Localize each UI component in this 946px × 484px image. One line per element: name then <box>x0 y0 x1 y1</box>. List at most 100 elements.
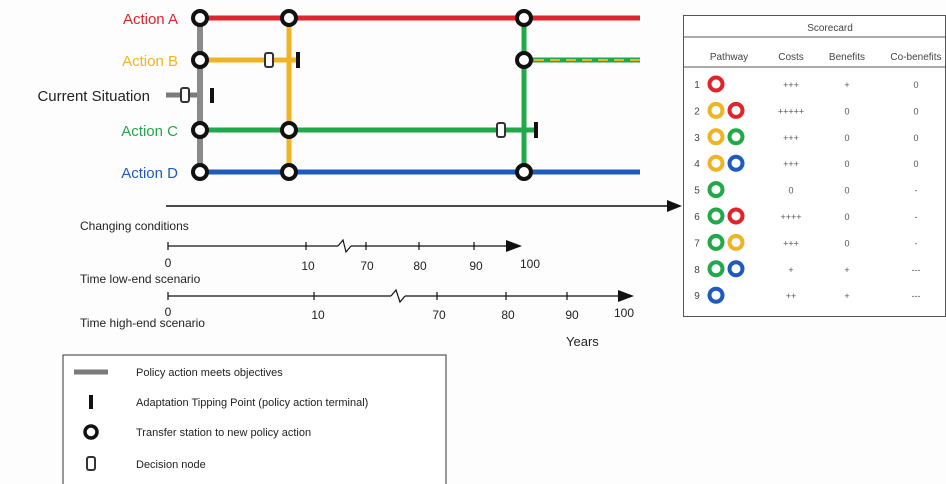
benefits-value: 0 <box>844 186 849 196</box>
low-tick-0: 0 <box>165 256 172 270</box>
high-tick-2: 70 <box>432 308 446 322</box>
costs-value: + <box>788 265 793 275</box>
station-a-0 <box>191 9 209 27</box>
costs-value: +++ <box>783 133 799 143</box>
header-costs: Costs <box>778 52 804 63</box>
header-co-benefits: Co-benefits <box>890 52 941 63</box>
benefits-value: + <box>844 265 849 275</box>
station-b-1 <box>515 51 533 69</box>
pathway-ring-red <box>727 101 745 119</box>
co-benefits-value: - <box>915 212 918 222</box>
benefits-value: + <box>844 291 849 301</box>
pathway-ring-green <box>707 260 725 278</box>
legend-box <box>62 354 447 484</box>
high-axis-ticks: 0 10 70 80 90 100 <box>165 305 635 322</box>
low-axis <box>167 238 508 254</box>
pathway-ring-yellow <box>707 128 725 146</box>
high-axis <box>167 288 618 304</box>
low-tick-4: 90 <box>469 259 483 273</box>
costs-value: +++ <box>783 159 799 169</box>
co-benefits-value: --- <box>912 265 921 275</box>
legend-text-1: Adaptation Tipping Point (policy action … <box>136 397 368 409</box>
legend-texts: Policy action meets objectives Adaptatio… <box>136 367 368 471</box>
decision-node-current <box>180 87 190 103</box>
scorecard-row: 8 + + --- <box>694 260 921 278</box>
scorecard-row: 3 +++ 0 0 <box>694 128 919 146</box>
scorecard-rows: 1 +++ +02 +++++ 0 03 +++ 0 04 +++ 0 05 0 0 -6 ++++ 0 -7 ++… <box>694 75 921 304</box>
action-a-label: Action A <box>123 11 178 28</box>
benefits-value: 0 <box>844 159 849 169</box>
co-benefits-value: 0 <box>913 106 918 116</box>
pathway-ring-green <box>707 181 725 199</box>
station-d-0 <box>191 163 209 181</box>
header-pathway: Pathway <box>710 52 748 63</box>
low-axis-arrowhead <box>506 240 522 252</box>
high-tick-3: 80 <box>501 308 515 322</box>
pathway-number: 4 <box>694 159 700 170</box>
scorecard-row: 5 0 0 - <box>694 181 918 199</box>
station-b-0 <box>191 51 209 69</box>
current-situation-label: Current Situation <box>37 88 150 105</box>
costs-value: ++ <box>786 291 797 301</box>
co-benefits-value: 0 <box>913 133 918 143</box>
decision-node-b <box>264 52 274 68</box>
co-benefits-value: --- <box>912 291 921 301</box>
low-axis-ticks: 0 10 70 80 90 100 <box>165 256 541 273</box>
low-tick-1: 10 <box>301 259 315 273</box>
decision-node-c <box>496 122 506 138</box>
pathway-ring-yellow <box>707 154 725 172</box>
legend-text-2: Transfer station to new policy action <box>136 427 311 439</box>
pathway-ring-green <box>727 128 745 146</box>
station-c-1 <box>280 121 298 139</box>
legend-text-0: Policy action meets objectives <box>136 367 283 379</box>
legend-node-symbol <box>86 456 96 471</box>
station-a-2 <box>515 9 533 27</box>
co-benefits-value: 0 <box>913 159 918 169</box>
pathway-number: 8 <box>694 265 700 276</box>
pathway-number: 1 <box>694 80 700 91</box>
pathway-ring-green <box>707 207 725 225</box>
scorecard-row: 2 +++++ 0 0 <box>694 101 919 119</box>
station-d-2 <box>515 163 533 181</box>
co-benefits-value: - <box>915 238 918 248</box>
high-tick-0: 0 <box>165 305 172 319</box>
pathway-number: 3 <box>694 133 700 144</box>
pathway-number: 6 <box>694 212 700 223</box>
years-label: Years <box>566 334 599 349</box>
costs-value: 0 <box>788 186 793 196</box>
pathway-ring-blue <box>727 260 745 278</box>
low-tick-5: 100 <box>520 257 540 271</box>
scorecard-row: 4 +++ 0 0 <box>694 154 919 172</box>
high-tick-4: 90 <box>565 308 579 322</box>
header-benefits: Benefits <box>829 52 865 63</box>
pathway-ring-green <box>707 233 725 251</box>
co-benefits-value: 0 <box>913 80 918 90</box>
pathway-ring-red <box>707 75 725 93</box>
low-tick-2: 70 <box>360 259 374 273</box>
station-d-1 <box>280 163 298 181</box>
benefits-value: + <box>844 80 849 90</box>
pathway-ring-yellow <box>707 101 725 119</box>
co-benefits-value: - <box>915 186 918 196</box>
benefits-value: 0 <box>844 106 849 116</box>
pathway-number: 9 <box>694 291 700 302</box>
costs-value: +++++ <box>778 106 804 116</box>
costs-value: +++ <box>783 80 799 90</box>
scorecard-row: 6 ++++ 0 - <box>694 207 918 225</box>
pathway-number: 5 <box>694 186 700 197</box>
low-tick-3: 80 <box>413 259 427 273</box>
scorecard-title: Scorecard <box>807 23 853 34</box>
benefits-value: 0 <box>844 212 849 222</box>
legend-text-3: Decision node <box>136 459 206 471</box>
scorecard-row: 9 ++ + --- <box>694 286 921 304</box>
scorecard-row: 7 +++ 0 - <box>694 233 918 251</box>
benefits-value: 0 <box>844 238 849 248</box>
high-axis-arrowhead <box>618 290 634 302</box>
action-b-label: Action B <box>122 53 178 70</box>
high-tick-1: 10 <box>311 308 325 322</box>
pathway-ring-blue <box>707 286 725 304</box>
action-c-label: Action C <box>121 123 178 140</box>
station-a-1 <box>280 9 298 27</box>
pathway-number: 2 <box>694 106 700 117</box>
